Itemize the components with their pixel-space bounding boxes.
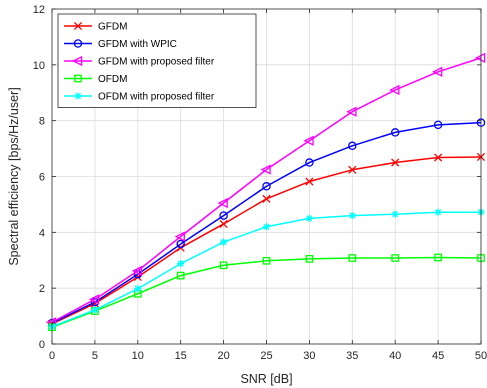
- x-tick-label: 20: [217, 350, 229, 362]
- y-tick-label: 0: [39, 339, 45, 351]
- data-point: [348, 211, 356, 220]
- legend-item: OFDM: [64, 74, 127, 85]
- y-axis-label: Spectral efficiency [bps/Hz/user]: [7, 87, 21, 265]
- data-point: [219, 261, 228, 270]
- data-point: [433, 120, 443, 130]
- data-point: [390, 128, 400, 137]
- data-point: [348, 141, 357, 151]
- data-point: [434, 208, 442, 216]
- data-point: [134, 285, 142, 293]
- legend: GFDM GFDM with WPIC GFDM with proposed fil…: [57, 13, 257, 108]
- legend-label: GFDM: [98, 22, 127, 33]
- data-point: [131, 265, 143, 277]
- x-tick-label: 35: [346, 350, 358, 362]
- data-point: [262, 182, 271, 191]
- x-axis-label: SNR [dB]: [240, 372, 292, 386]
- y-tick-label: 10: [33, 60, 45, 72]
- y-tick-label: 8: [39, 116, 45, 128]
- y-tick-label: 12: [33, 4, 45, 16]
- data-point: [262, 194, 271, 203]
- legend-marker: [73, 21, 83, 31]
- data-point: [176, 271, 185, 280]
- data-point: [348, 165, 357, 174]
- legend-item: GFDM with WPIC: [64, 39, 177, 50]
- x-tick-label: 0: [49, 350, 55, 362]
- data-point: [219, 219, 228, 229]
- data-point: [91, 306, 99, 314]
- legend-item: OFDM with proposed filter: [64, 92, 215, 103]
- data-point: [346, 106, 357, 117]
- data-point: [391, 210, 399, 218]
- data-point: [220, 238, 228, 246]
- ticks: 0 5 10 15 20 25 30 35 40 45 50 0 2 4 6 8 10 12: [33, 4, 487, 362]
- series-line: [51, 121, 482, 324]
- x-tick-label: 15: [175, 350, 187, 362]
- data-point: [391, 254, 400, 262]
- x-tick-label: 40: [389, 350, 401, 362]
- series-layer: [45, 52, 486, 332]
- legend-label: OFDM with proposed filter: [98, 92, 215, 103]
- data-point: [217, 197, 228, 209]
- data-point: [303, 135, 314, 146]
- data-point: [474, 52, 486, 64]
- x-tick-label: 45: [432, 350, 444, 362]
- y-tick-label: 6: [39, 172, 45, 184]
- data-point: [177, 260, 185, 268]
- data-point: [432, 66, 443, 77]
- x-tick-label: 30: [303, 350, 315, 362]
- series-line: [51, 57, 482, 323]
- data-point: [305, 177, 314, 186]
- data-point: [305, 255, 314, 263]
- legend-marker: [74, 74, 82, 83]
- data-point: [305, 158, 314, 167]
- data-point: [88, 294, 100, 305]
- data-point: [176, 239, 185, 249]
- legend-marker: [71, 55, 83, 67]
- series-gfdm-with-proposed-filter: [45, 52, 486, 328]
- x-tick-label: 10: [132, 350, 144, 362]
- legend-label: GFDM with proposed filter: [98, 57, 215, 68]
- legend-item: GFDM: [64, 22, 127, 33]
- data-point: [260, 164, 271, 175]
- data-point: [434, 153, 443, 162]
- data-point: [219, 211, 228, 220]
- data-point: [174, 231, 185, 242]
- data-point: [434, 253, 442, 262]
- data-point: [391, 158, 400, 167]
- data-point: [305, 214, 313, 222]
- x-tick-label: 25: [260, 350, 272, 362]
- legend-label: OFDM: [98, 74, 127, 85]
- data-point: [262, 256, 271, 265]
- data-point: [262, 223, 271, 231]
- legend-label: GFDM with WPIC: [98, 39, 177, 50]
- series-line: [51, 256, 482, 328]
- y-tick-label: 2: [39, 283, 45, 295]
- data-point: [348, 254, 357, 262]
- y-tick-label: 4: [39, 227, 45, 239]
- data-point: [389, 84, 400, 96]
- grid: [52, 9, 481, 344]
- legend-item: GFDM with proposed filter: [64, 55, 215, 68]
- legend-marker: [74, 92, 82, 100]
- x-tick-label: 50: [475, 350, 487, 362]
- legend-marker: [73, 39, 83, 48]
- x-tick-label: 5: [92, 350, 98, 362]
